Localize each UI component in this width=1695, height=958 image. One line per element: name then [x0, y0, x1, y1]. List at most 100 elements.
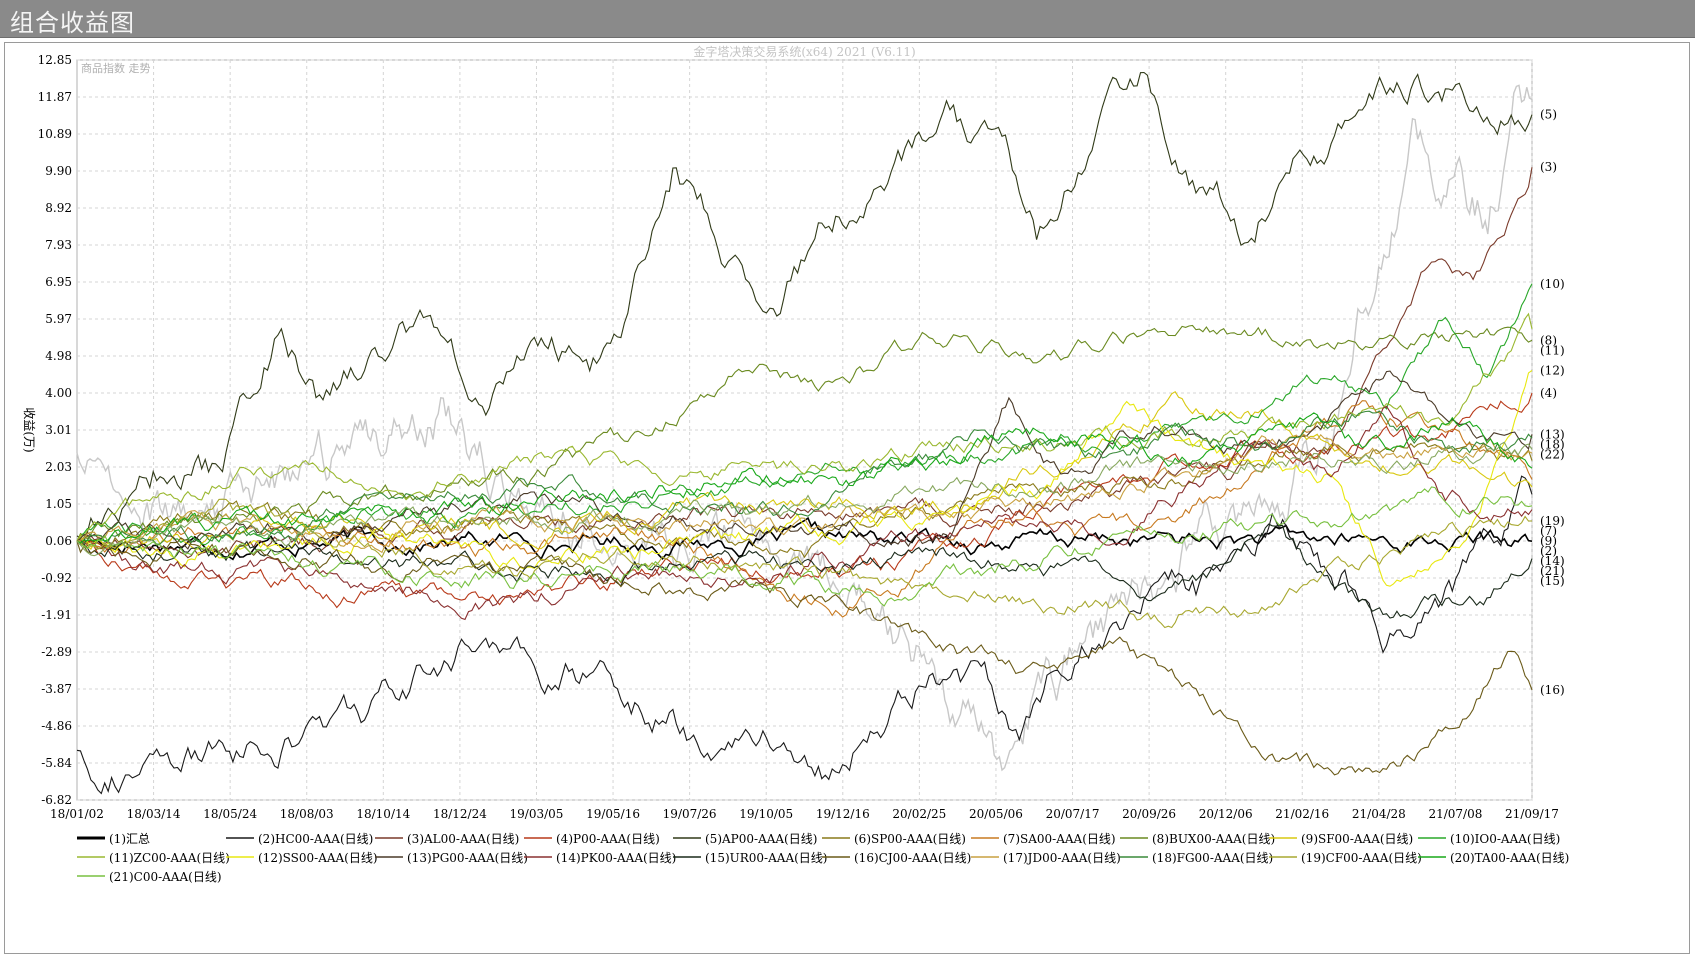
- legend-entry: (13)PG00-AAA(日线): [407, 851, 528, 865]
- y-tick-label: -6.82: [41, 793, 72, 807]
- legend-entry: (10)IO0-AAA(日线): [1450, 832, 1560, 846]
- x-tick-label: 20/07/17: [1046, 807, 1100, 821]
- series-end-label: (16): [1540, 683, 1565, 697]
- legend-entry: (20)TA00-AAA(日线): [1450, 851, 1569, 865]
- y-tick-label: 5.97: [45, 312, 72, 326]
- series-line: [76, 392, 1533, 609]
- x-tick-label: 21/02/16: [1275, 807, 1329, 821]
- chart-frame: 12.85 11.87 10.89 9.90 8.92 7.93 6.95 5.97 4.98 4…: [4, 42, 1690, 954]
- y-axis-label: 收益(万): [22, 407, 36, 452]
- legend-entry: (12)SS00-AAA(日线): [258, 851, 378, 865]
- legend-entry: (5)AP00-AAA(日线): [705, 832, 817, 846]
- chart-svg: 12.85 11.87 10.89 9.90 8.92 7.93 6.95 5.97 4.98 4…: [22, 44, 1569, 884]
- legend-entry: (3)AL00-AAA(日线): [407, 832, 519, 846]
- y-tick-label: 8.92: [45, 201, 72, 215]
- series-line: [76, 523, 1533, 619]
- x-tick-label: 18/10/14: [356, 807, 410, 821]
- series-end-label: (2): [1540, 544, 1557, 558]
- series-line: [76, 390, 1533, 554]
- title-bar: 组合收益图: [0, 0, 1695, 38]
- series-line: [76, 498, 1533, 629]
- y-tick-label: 2.03: [45, 460, 72, 474]
- series-line: [76, 537, 1533, 776]
- series-end-label: (10): [1540, 277, 1565, 291]
- series-line: [76, 369, 1533, 587]
- y-tick-label: -5.84: [41, 756, 72, 770]
- window-title: 组合收益图: [10, 9, 135, 37]
- series-line: [76, 486, 1533, 607]
- y-tick-label: 1.05: [45, 497, 72, 511]
- series-end-label: (22): [1540, 447, 1565, 461]
- y-tick-label: -3.87: [41, 682, 72, 696]
- series-line: [76, 167, 1533, 559]
- legend-entry: (8)BUX00-AAA(日线): [1152, 832, 1275, 846]
- legend-entry: (15)UR00-AAA(日线): [705, 851, 827, 865]
- x-tick-label: 18/03/14: [127, 807, 181, 821]
- series-end-label: (15): [1540, 574, 1565, 588]
- x-tick-label: 21/04/28: [1352, 807, 1406, 821]
- legend-entry: (11)ZC00-AAA(日线): [109, 851, 230, 865]
- y-tick-label: 3.01: [45, 423, 72, 437]
- x-tick-label: 19/03/05: [510, 807, 564, 821]
- y-tick-label: -1.91: [41, 608, 72, 622]
- x-tick-label: 21/09/17: [1505, 807, 1559, 821]
- series-end-label: (21): [1540, 564, 1565, 578]
- series-line: [76, 324, 1533, 542]
- series-end-label: (7): [1540, 524, 1557, 538]
- legend-entry: (7)SA00-AAA(日线): [1003, 832, 1116, 846]
- series-line: [76, 71, 1533, 542]
- series-line: [76, 405, 1533, 621]
- series-line: [76, 441, 1533, 557]
- y-tick-label: 4.98: [45, 349, 72, 363]
- legend-entry: (14)PK00-AAA(日线): [556, 851, 676, 865]
- legend-entry: (2)HC00-AAA(日线): [258, 832, 373, 846]
- series-end-label: (13): [1540, 427, 1565, 441]
- series-line: [76, 412, 1533, 544]
- series-line: [76, 433, 1533, 554]
- y-tick-label: 11.87: [38, 90, 72, 104]
- x-tick-label: 20/02/25: [892, 807, 946, 821]
- series-line: [76, 441, 1533, 559]
- x-tick-label: 19/05/16: [586, 807, 640, 821]
- x-tick-label: 19/10/05: [739, 807, 793, 821]
- x-tick-label: 20/09/26: [1122, 807, 1176, 821]
- x-tick-label: 19/12/16: [816, 807, 870, 821]
- legend-entry: (18)FG00-AAA(日线): [1152, 851, 1273, 865]
- series-line: [76, 475, 1533, 795]
- series-end-label: (4): [1540, 386, 1557, 400]
- x-tick-label: 18/08/03: [280, 807, 334, 821]
- legend-entry: (9)SF00-AAA(日线): [1301, 832, 1413, 846]
- chart-title: 金字塔决策交易系统(x64) 2021 (V6.11): [693, 44, 915, 59]
- series-end-label: (12): [1540, 363, 1565, 377]
- y-tick-label: 4.00: [45, 386, 72, 400]
- x-tick-label: 20/12/06: [1199, 807, 1253, 821]
- series-end-label: (3): [1540, 160, 1557, 174]
- series-end-label: (9): [1540, 534, 1557, 548]
- chart-subtitle: 商品指数 走势: [81, 61, 151, 75]
- series-line: [76, 516, 1533, 561]
- y-tick-label: -4.86: [41, 719, 72, 733]
- y-tick-label: 0.06: [45, 534, 72, 548]
- series-end-label: (14): [1540, 554, 1565, 568]
- x-tick-label: 19/07/26: [663, 807, 717, 821]
- y-tick-label: 9.90: [45, 164, 72, 178]
- x-tick-label: 18/12/24: [433, 807, 487, 821]
- y-tick-label: 10.89: [38, 127, 72, 141]
- y-tick-label: -0.92: [41, 571, 72, 585]
- series-line: [76, 400, 1533, 618]
- series-end-label: (11): [1540, 343, 1565, 357]
- series-end-label: (19): [1540, 514, 1565, 528]
- series-line: [76, 410, 1533, 545]
- series-end-label: (18): [1540, 437, 1565, 451]
- series-line-commodity-index: [76, 84, 1533, 772]
- x-tick-label: 18/01/02: [50, 807, 104, 821]
- legend-entry: (1)汇总: [109, 832, 150, 846]
- series-end-label: (5): [1540, 108, 1557, 122]
- legend-entry: (21)C00-AAA(日线): [109, 870, 222, 884]
- x-tick-label: 18/05/24: [203, 807, 257, 821]
- legend-entry: (16)CJ00-AAA(日线): [854, 851, 971, 865]
- x-tick-label: 21/07/08: [1428, 807, 1482, 821]
- legend-entry: (6)SP00-AAA(日线): [854, 832, 966, 846]
- y-tick-label: 12.85: [38, 53, 72, 67]
- series-line: [76, 312, 1533, 542]
